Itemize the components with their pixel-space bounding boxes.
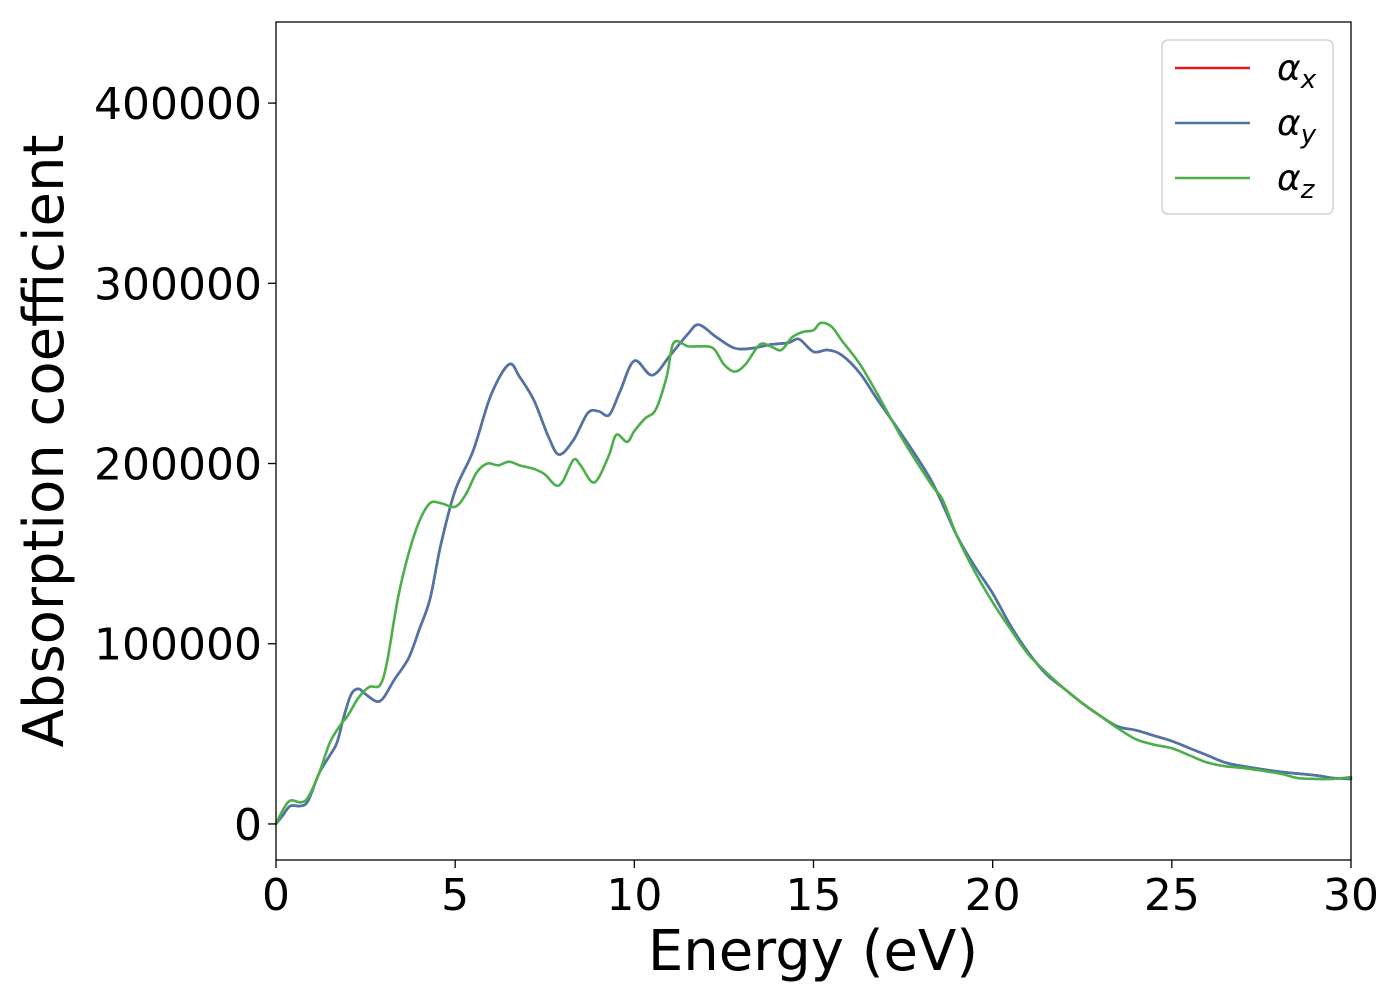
y-tick-label: 400000 (94, 79, 262, 130)
y-tick-label: 300000 (94, 259, 262, 310)
x-tick-label: 15 (786, 870, 842, 921)
y-tick-label: 0 (234, 800, 262, 851)
y-axis-ticks: 0 100000 200000 300000 400000 (94, 79, 276, 851)
y-tick-label: 200000 (94, 440, 262, 491)
series-layer (274, 321, 1353, 826)
x-tick-label: 10 (606, 870, 662, 921)
legend: αx αy αz (1161, 39, 1334, 215)
x-axis-ticks: 0 5 10 15 20 25 30 (262, 860, 1379, 921)
legend-label-alpha-z: αz (1277, 158, 1316, 205)
x-tick-label: 30 (1323, 870, 1379, 921)
y-axis-title: Absorption coefficient (12, 135, 77, 748)
y-tick-label: 100000 (94, 620, 262, 671)
series-line-alpha-z (274, 321, 1353, 826)
x-axis-title: Energy (eV) (648, 919, 978, 984)
legend-box (1161, 39, 1334, 215)
legend-label-alpha-y: αy (1277, 103, 1317, 150)
x-tick-label: 20 (965, 870, 1021, 921)
legend-label-alpha-x: αx (1277, 48, 1317, 95)
x-tick-label: 0 (262, 870, 290, 921)
x-tick-label: 5 (441, 870, 469, 921)
x-tick-label: 25 (1144, 870, 1200, 921)
